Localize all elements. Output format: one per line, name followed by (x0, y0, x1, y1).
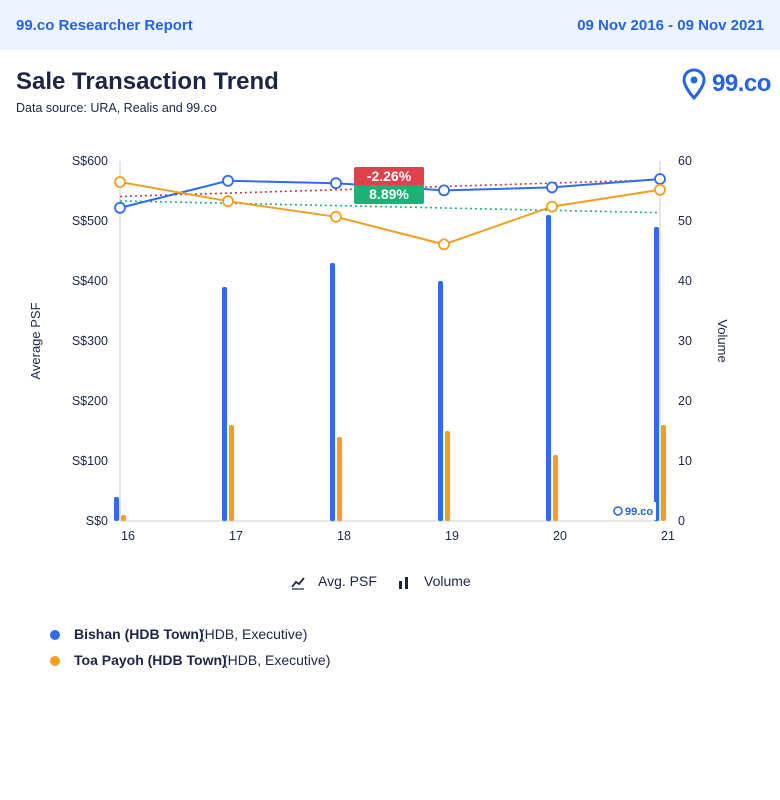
y-left-tick-label: S$600 (72, 154, 108, 168)
avg-psf-point-toa-payoh (438, 238, 450, 251)
volume-bar-toa-payoh (121, 515, 126, 521)
y-left-tick-label: S$400 (72, 274, 108, 288)
legend-volume-label: Volume (424, 573, 471, 589)
volume-bar-bishan (114, 497, 119, 521)
avg-psf-point-bishan (546, 181, 558, 194)
avg-psf-point-bishan (222, 174, 234, 187)
toa-payoh-name: Toa Payoh (HDB Town) (74, 652, 227, 668)
volume-bar-bishan (330, 263, 335, 521)
page-title: Sale Transaction Trend (16, 68, 279, 95)
volume-bar-toa-payoh (337, 437, 342, 521)
line-chart-icon (291, 577, 305, 590)
avg-psf-point-bishan (654, 173, 666, 185)
volume-bar-bishan (546, 215, 551, 521)
avg-psf-point-toa-payoh (222, 195, 234, 208)
avg-psf-line-toa-payoh (119, 181, 661, 246)
volume-bar-toa-payoh (229, 425, 234, 521)
avg-psf-point-toa-payoh (654, 183, 666, 196)
change-badge-toa-payoh (354, 185, 424, 204)
y-right-axis-title: Volume (715, 319, 730, 362)
y-left-tick-label: S$300 (72, 334, 108, 348)
volume-bar-toa-payoh (661, 425, 666, 521)
y-left-tick-label: S$500 (72, 214, 108, 228)
bar-chart-icon (399, 577, 408, 589)
x-tick-label: 18 (337, 529, 351, 543)
y-left-tick-label: S$0 (86, 514, 108, 528)
y-right-tick-label: 60 (678, 154, 692, 168)
watermark-pin-icon (613, 506, 623, 516)
change-badge-bishan-text: -2.26% (367, 168, 412, 184)
avg-psf-point-bishan (330, 177, 342, 190)
watermark-text: 99.co (625, 506, 653, 518)
change-badge-bishan (354, 167, 424, 186)
date-range: 09 Nov 2016 - 09 Nov 2021 (577, 17, 764, 34)
report-header-bar: 99.co Researcher Report 09 Nov 2016 - 09… (0, 0, 780, 50)
trend-line-toa-payoh (119, 200, 661, 214)
brand-logo-text: 99.co (712, 70, 771, 97)
y-right-tick-label: 20 (678, 394, 692, 408)
data-source-note: Data source: URA, Realis and 99.co (16, 101, 217, 115)
toa-payoh-desc: (HDB, Executive) (223, 652, 331, 668)
bishan-color-dot (50, 630, 60, 640)
toa-payoh-color-dot (50, 656, 60, 666)
bishan-name: Bishan (HDB Town) (74, 626, 204, 642)
y-right-tick-label: 0 (678, 514, 685, 528)
change-badge-toa-payoh-text: 8.89% (369, 186, 409, 202)
y-left-tick-label: S$200 (72, 394, 108, 408)
report-title: 99.co Researcher Report (16, 17, 193, 34)
avg-psf-point-bishan (114, 201, 126, 214)
volume-bar-bishan (222, 287, 227, 521)
volume-bar-bishan (654, 227, 659, 521)
watermark-background (608, 502, 656, 520)
x-tick-label: 19 (445, 529, 459, 543)
y-right-tick-label: 30 (678, 334, 692, 348)
x-tick-label: 17 (229, 529, 243, 543)
y-right-tick-label: 50 (678, 214, 692, 228)
avg-psf-point-bishan (438, 184, 450, 197)
volume-bar-bishan (438, 281, 443, 521)
avg-psf-point-toa-payoh (114, 176, 126, 188)
legend-avg-psf-label: Avg. PSF (318, 573, 377, 589)
x-tick-label: 20 (553, 529, 567, 543)
volume-bar-toa-payoh (445, 431, 450, 521)
bishan-desc: (HDB, Executive) (200, 626, 308, 642)
y-right-tick-label: 10 (678, 454, 692, 468)
avg-psf-point-toa-payoh (546, 200, 558, 213)
location-pin-icon (682, 68, 706, 100)
y-left-axis-title: Average PSF (28, 302, 43, 379)
y-left-tick-label: S$100 (72, 454, 108, 468)
avg-psf-point-toa-payoh (330, 210, 342, 223)
sale-transaction-chart: S$0 S$100 S$200 S$300 S$400 S$500 S$600 0 10 20 30… (28, 154, 730, 543)
volume-bar-toa-payoh (553, 455, 558, 521)
y-right-tick-label: 40 (678, 274, 692, 288)
chart-legend: Avg. PSF Volume (0, 572, 780, 592)
x-tick-label: 21 (661, 529, 675, 543)
x-tick-label: 16 (121, 529, 135, 543)
